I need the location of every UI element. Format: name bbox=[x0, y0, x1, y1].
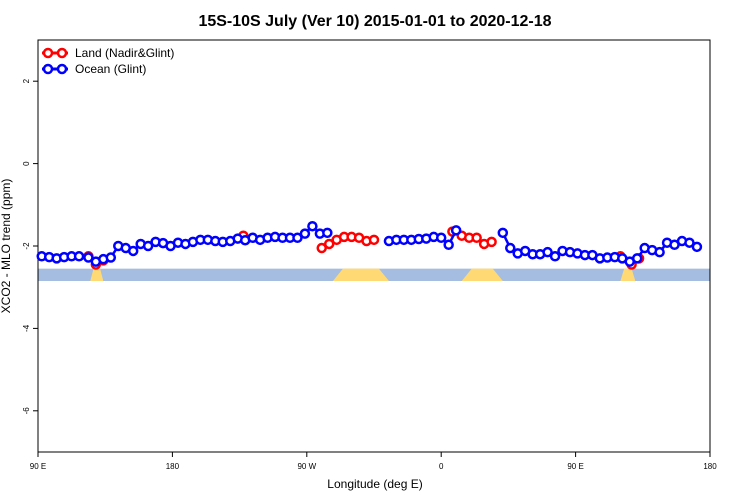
land-data-point bbox=[368, 234, 380, 246]
ocean-data-point bbox=[497, 227, 509, 239]
y-axis: 2 0 -2 -4 -6 bbox=[22, 78, 38, 414]
land-band bbox=[332, 268, 389, 282]
ocean-data-point bbox=[105, 252, 117, 263]
ocean-data-point bbox=[83, 252, 94, 263]
legend-land-marker bbox=[42, 47, 54, 59]
x-tick-label: 180 bbox=[703, 462, 717, 471]
ocean-data-point bbox=[307, 220, 318, 232]
x-tick-label: 90 W bbox=[297, 462, 316, 471]
legend-ocean-marker bbox=[56, 63, 68, 75]
legend-land-label: Land (Nadir&Glint) bbox=[75, 46, 174, 60]
chart-title: 15S-10S July (Ver 10) 2015-01-01 to 2020… bbox=[198, 13, 551, 30]
y-tick-label: 0 bbox=[22, 161, 31, 166]
y-axis-label: XCO2 - MLO trend (ppm) bbox=[0, 179, 13, 314]
ocean-data-point bbox=[549, 251, 561, 262]
y-tick-label: -4 bbox=[22, 324, 31, 332]
legend-ocean-marker bbox=[42, 63, 54, 75]
ocean-data-point bbox=[505, 242, 516, 254]
ocean-data-point bbox=[435, 232, 447, 244]
land-data-point bbox=[486, 236, 497, 248]
x-tick-label: 90 E bbox=[30, 462, 46, 471]
ocean-data-point bbox=[73, 251, 85, 262]
ocean-data-point bbox=[292, 232, 303, 244]
ocean-data-point bbox=[299, 228, 311, 239]
land-band bbox=[620, 268, 636, 282]
legend-land-marker bbox=[56, 47, 68, 59]
land-data-point bbox=[316, 242, 327, 254]
y-tick-label: -6 bbox=[22, 407, 31, 415]
land-data-point bbox=[323, 238, 335, 250]
legend-item-land: Land (Nadir&Glint) bbox=[42, 46, 174, 60]
y-tick-label: 2 bbox=[22, 78, 31, 83]
x-axis-label: Longitude (deg E) bbox=[327, 477, 422, 491]
y-tick-label: -2 bbox=[22, 242, 31, 250]
ocean-data-point bbox=[127, 245, 139, 257]
x-axis: 90 E 180 90 W 0 90 E 180 bbox=[30, 452, 717, 471]
ocean-data-point bbox=[654, 246, 665, 258]
ocean-data-point bbox=[684, 237, 695, 248]
land-data-point bbox=[471, 232, 482, 244]
x-tick-label: 0 bbox=[439, 462, 444, 471]
ocean-data-point bbox=[691, 241, 703, 253]
ocean-data-point bbox=[142, 240, 154, 252]
x-tick-label: 90 E bbox=[567, 462, 583, 471]
legend-ocean-label: Ocean (Glint) bbox=[75, 62, 146, 76]
x-tick-label: 180 bbox=[166, 462, 180, 471]
ocean-data-point bbox=[450, 225, 462, 236]
land-band bbox=[90, 268, 104, 282]
ocean-data-point bbox=[631, 253, 643, 264]
legend-item-ocean: Ocean (Glint) bbox=[42, 62, 146, 76]
land-band bbox=[461, 268, 503, 282]
ocean-data-point bbox=[322, 227, 333, 239]
legend: Land (Nadir&Glint) Ocean (Glint) bbox=[42, 46, 174, 76]
ocean-data-point bbox=[542, 246, 553, 258]
ocean-data-point bbox=[443, 239, 454, 251]
series-layer bbox=[36, 220, 703, 270]
land-ocean-band bbox=[38, 268, 710, 282]
